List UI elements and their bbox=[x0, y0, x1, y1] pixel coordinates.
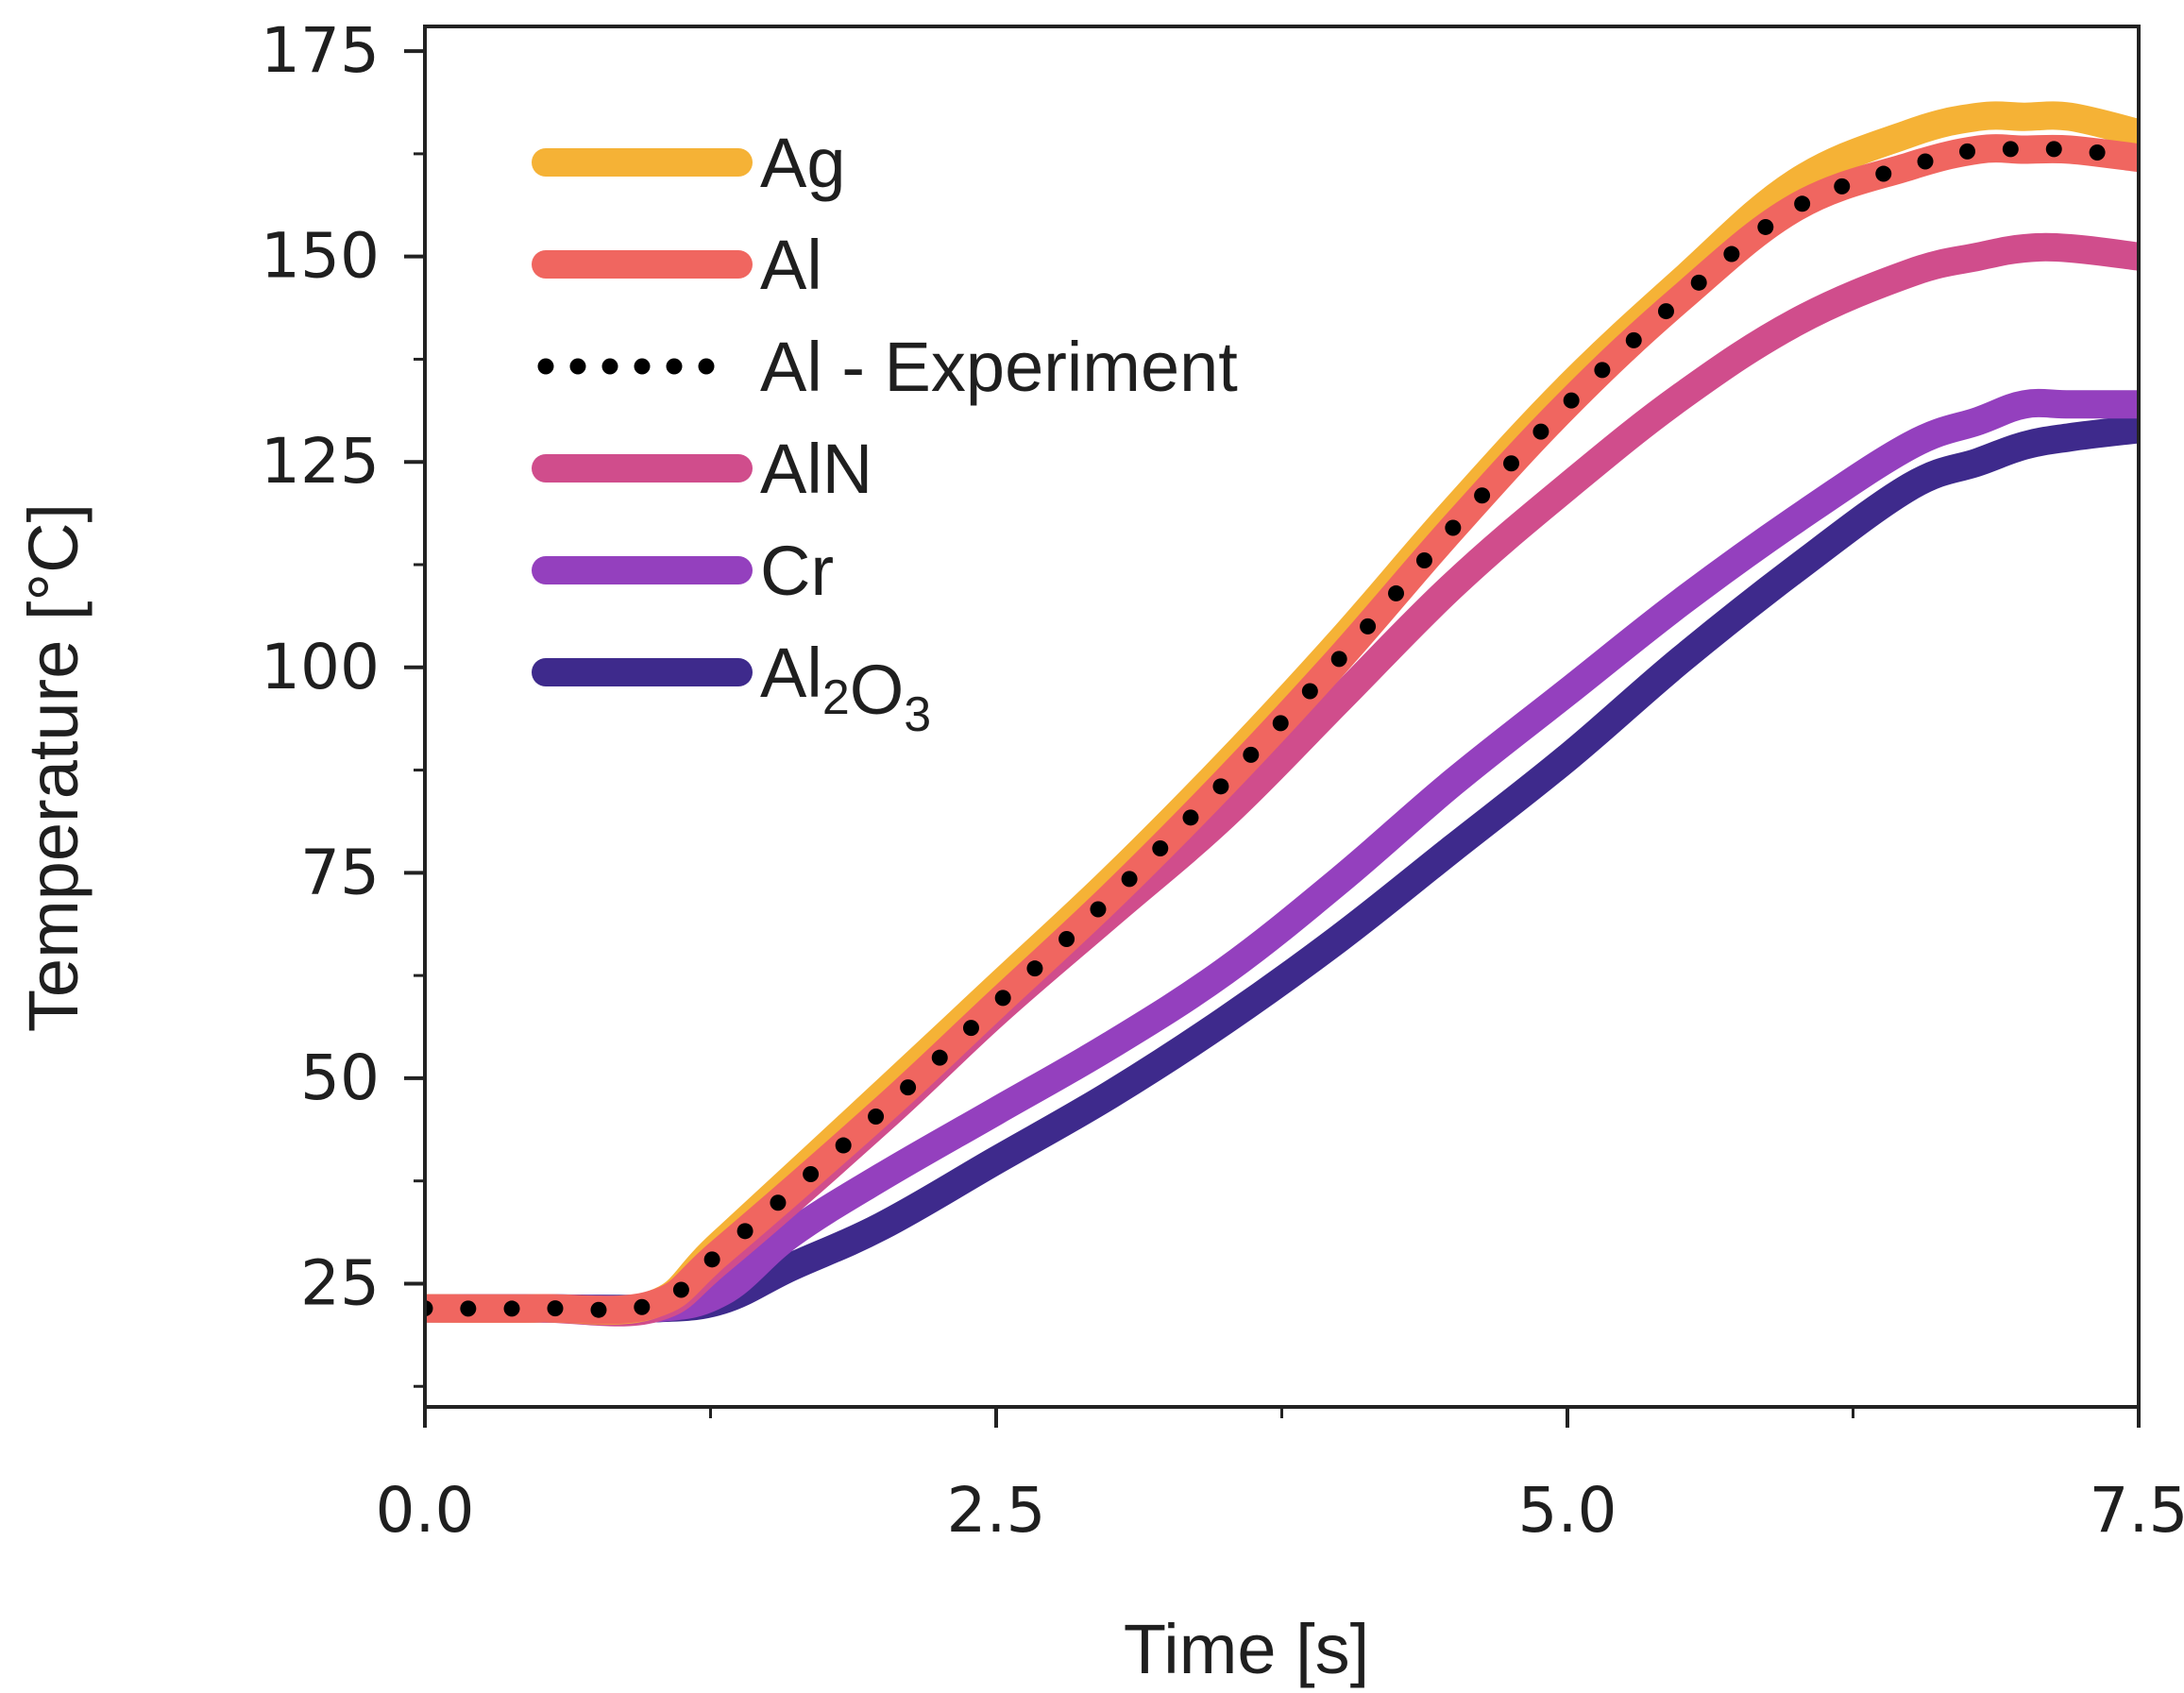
x-tick-labels: 0.0 2.5 5.0 7.5 bbox=[376, 1474, 2184, 1547]
series-line-al-experiment bbox=[425, 140, 2139, 1318]
y-tick-label: 50 bbox=[300, 1041, 380, 1114]
legend-label: Al2O3 bbox=[760, 634, 931, 742]
y-tick-label: 125 bbox=[261, 425, 380, 498]
y-axis-label: Temperature [°C] bbox=[14, 503, 93, 1032]
legend: Ag Al Al - Experiment AlN Cr Al2O3 bbox=[532, 124, 1238, 742]
x-tick-label: 7.5 bbox=[2090, 1474, 2184, 1547]
axes bbox=[404, 25, 2141, 1428]
legend-label: Al - Experiment bbox=[760, 328, 1238, 406]
x-tick-label: 2.5 bbox=[947, 1474, 1046, 1547]
y-tick-label: 75 bbox=[300, 836, 380, 908]
legend-label: Al bbox=[760, 226, 822, 304]
y-tick-label: 175 bbox=[261, 14, 380, 87]
legend-label: AlN bbox=[760, 430, 872, 508]
x-tick-label: 0.0 bbox=[376, 1474, 475, 1547]
y-tick-label: 25 bbox=[300, 1246, 380, 1319]
y-tick-labels: 25 50 75 100 125 150 175 bbox=[261, 14, 380, 1319]
y-tick-label: 150 bbox=[261, 220, 380, 293]
x-axis-label: Time [s] bbox=[1124, 1610, 1369, 1688]
legend-label: Cr bbox=[760, 532, 834, 610]
series-line-cr bbox=[425, 388, 2139, 1324]
series-layer bbox=[425, 101, 2139, 1327]
x-tick-label: 5.0 bbox=[1518, 1474, 1617, 1547]
legend-label: Ag bbox=[760, 124, 846, 202]
y-tick-label: 100 bbox=[261, 631, 380, 703]
